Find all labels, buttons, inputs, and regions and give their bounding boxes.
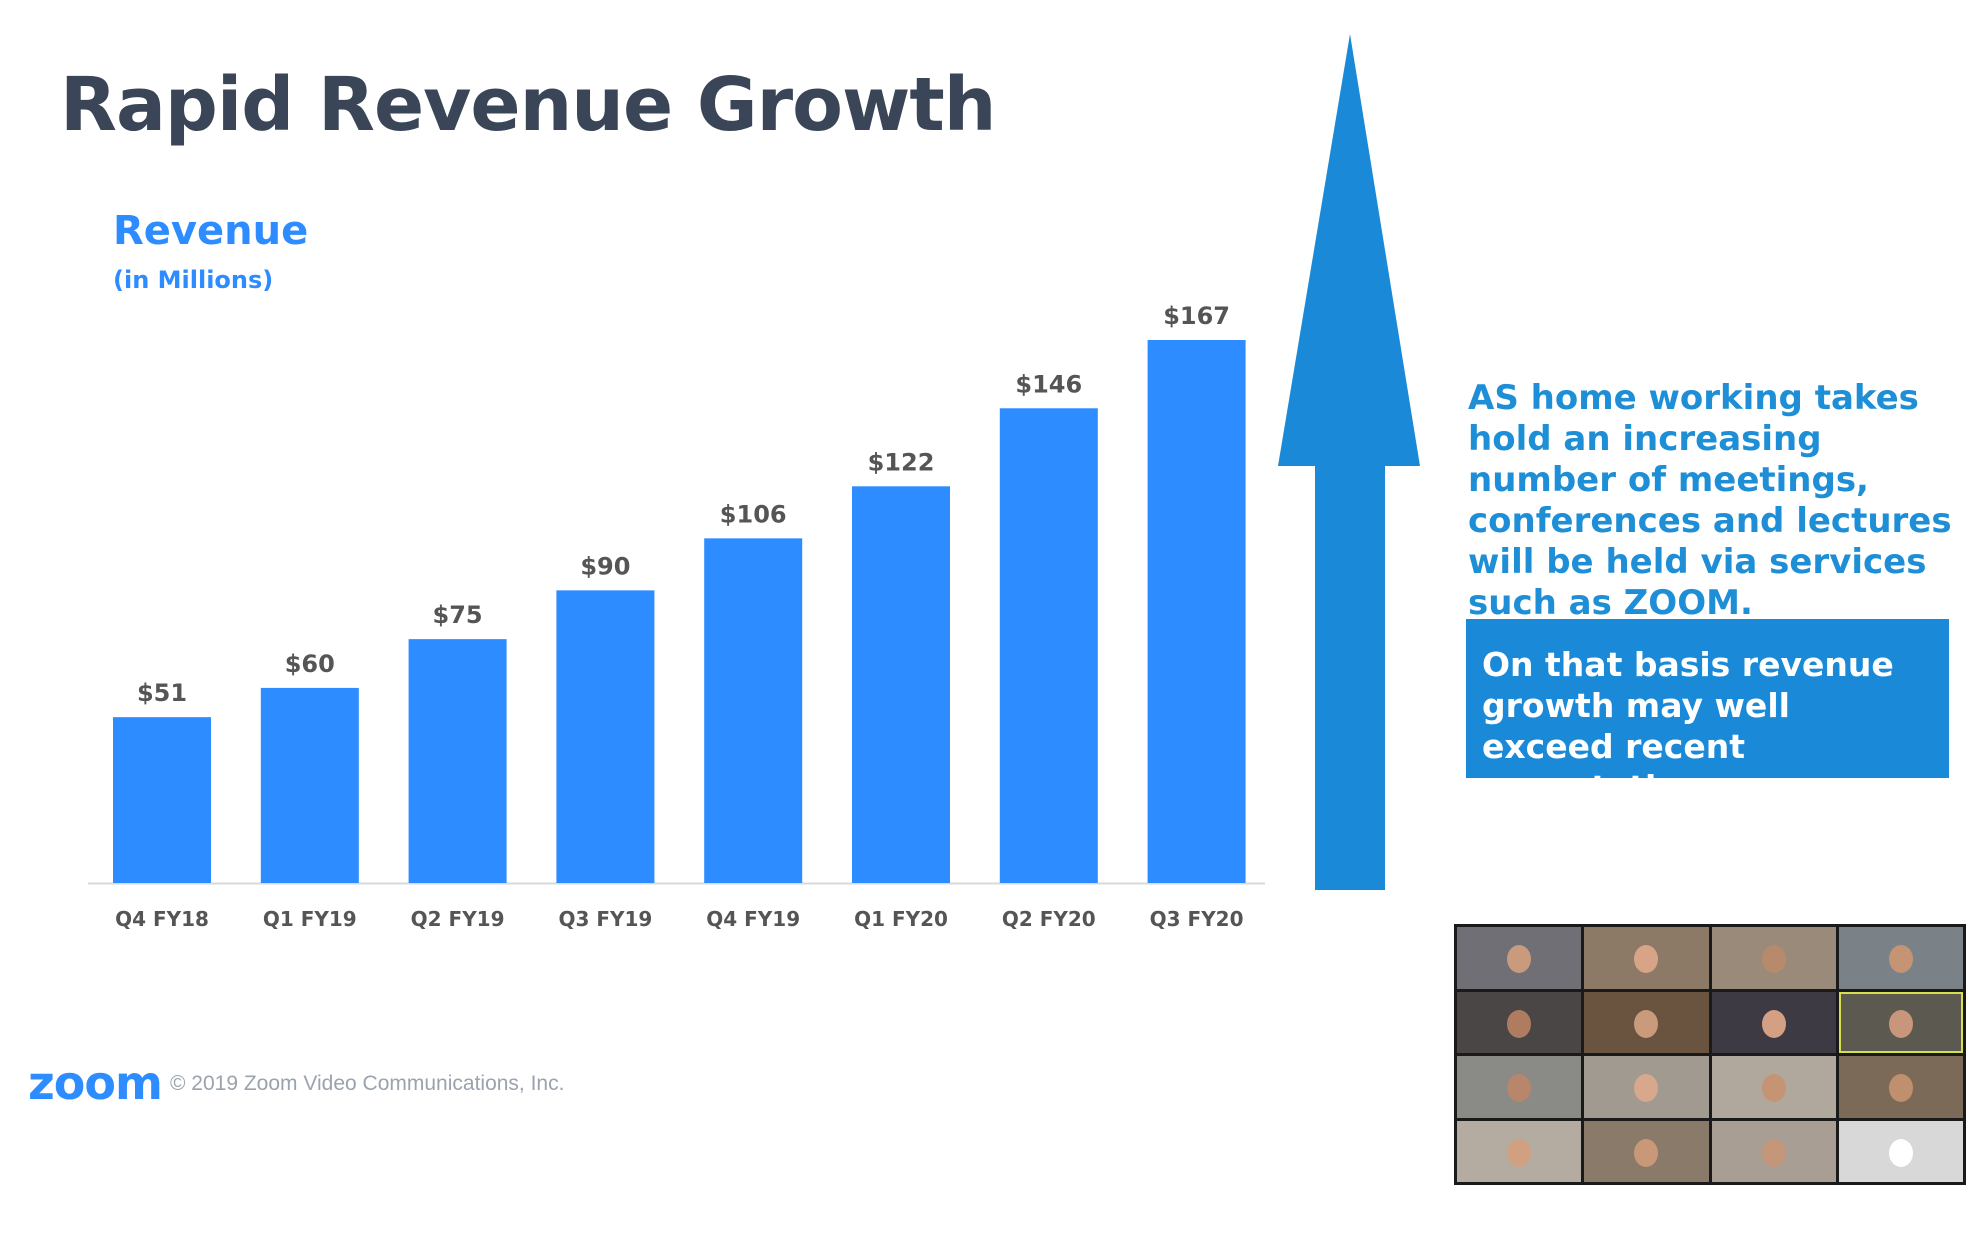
callout-box: On that basis revenue growth may well ex… xyxy=(1466,619,1949,807)
data-label: $106 xyxy=(720,500,787,528)
participant-video-tile[interactable] xyxy=(1838,991,1963,1053)
participant-video-tile[interactable] xyxy=(1838,1056,1963,1118)
participant-avatar xyxy=(1634,1009,1659,1038)
bar xyxy=(260,687,359,883)
growth-arrow-shape xyxy=(1278,34,1420,890)
x-tick-label: Q2 FY19 xyxy=(411,907,505,931)
commentary-text: AS home working takes hold an increasing… xyxy=(1468,378,1952,623)
participant-avatar xyxy=(1888,1074,1913,1103)
participant-video-tile[interactable] xyxy=(1584,927,1709,989)
participant-avatar xyxy=(1634,945,1659,974)
participant-avatar xyxy=(1634,1138,1659,1167)
participant-avatar xyxy=(1888,945,1913,974)
bar xyxy=(408,639,507,883)
participant-video-tile[interactable] xyxy=(1457,927,1582,989)
participant-avatar xyxy=(1761,1138,1786,1167)
participant-video-tile[interactable] xyxy=(1711,991,1836,1053)
participant-video-tile[interactable] xyxy=(1457,1056,1582,1118)
bar xyxy=(113,717,211,883)
video-call-grid xyxy=(1454,924,1966,1185)
data-label: $75 xyxy=(433,601,483,629)
participant-avatar xyxy=(1761,1074,1786,1103)
participant-video-tile[interactable] xyxy=(1584,1056,1709,1118)
participant-avatar xyxy=(1507,1009,1532,1038)
x-tick-label: Q1 FY19 xyxy=(263,907,357,931)
x-tick-label: Q3 FY19 xyxy=(558,907,652,931)
x-tick-label: Q4 FY19 xyxy=(706,907,800,931)
participant-video-tile[interactable] xyxy=(1584,1120,1709,1182)
participant-video-tile[interactable] xyxy=(1838,927,1963,989)
participant-video-tile[interactable] xyxy=(1711,1056,1836,1118)
participant-video-tile[interactable] xyxy=(1711,927,1836,989)
copyright-text: © 2019 Zoom Video Communications, Inc. xyxy=(170,1072,565,1095)
bar xyxy=(704,538,803,883)
chart-title: Revenue xyxy=(113,208,309,254)
bar xyxy=(556,590,655,883)
participant-avatar xyxy=(1761,945,1786,974)
participant-avatar xyxy=(1507,1074,1532,1103)
participant-video-tile[interactable] xyxy=(1457,991,1582,1053)
data-label: $51 xyxy=(137,679,187,707)
revenue-bar-chart: $51 Q4 FY18 $60 Q1 FY19 $75 Q2 FY19 $90 Q3 FY19… xyxy=(88,302,1265,931)
bar xyxy=(1147,340,1246,883)
participant-avatar xyxy=(1634,1074,1659,1103)
participant-avatar xyxy=(1507,945,1532,974)
growth-arrow-icon xyxy=(1278,34,1420,890)
participant-avatar xyxy=(1507,1138,1532,1167)
participant-video-tile[interactable] xyxy=(1584,991,1709,1053)
participant-video-tile[interactable] xyxy=(1838,1120,1963,1182)
data-label: $167 xyxy=(1163,302,1230,330)
participant-video-tile[interactable] xyxy=(1711,1120,1836,1182)
participant-avatar xyxy=(1888,1138,1913,1167)
data-label: $146 xyxy=(1015,370,1082,398)
chart-subtitle: (in Millions) xyxy=(113,266,274,294)
data-label: $122 xyxy=(868,448,935,476)
bar xyxy=(999,408,1098,883)
x-tick-label: Q4 FY18 xyxy=(115,907,209,931)
zoom-logo: zoom xyxy=(28,1056,163,1110)
x-tick-label: Q3 FY20 xyxy=(1150,907,1244,931)
data-label: $60 xyxy=(285,650,335,678)
participant-video-tile[interactable] xyxy=(1457,1120,1582,1182)
x-tick-label: Q1 FY20 xyxy=(854,907,948,931)
participant-avatar xyxy=(1761,1009,1786,1038)
x-tick-label: Q2 FY20 xyxy=(1002,907,1096,931)
slide-title: Rapid Revenue Growth xyxy=(60,62,996,148)
bar xyxy=(852,486,950,883)
data-label: $90 xyxy=(580,552,630,580)
participant-avatar xyxy=(1888,1009,1913,1038)
